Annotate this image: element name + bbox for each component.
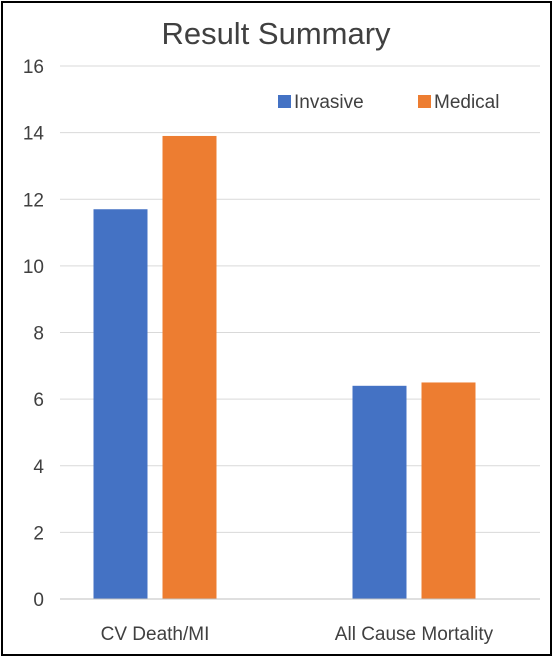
y-tick-label: 14 — [23, 124, 45, 145]
bar-medical-0 — [162, 135, 217, 600]
legend-label-medical: Medical — [434, 92, 499, 113]
x-category-label: CV Death/MI — [101, 624, 210, 645]
x-axis-categories: CV Death/MI All Cause Mortality — [101, 624, 494, 645]
y-tick-label: 12 — [23, 190, 44, 211]
legend-swatch-invasive — [278, 95, 291, 108]
y-axis-ticks: 0 2 4 6 8 10 12 14 16 — [23, 57, 45, 611]
y-tick-label: 6 — [33, 390, 44, 411]
chart-title: Result Summary — [161, 16, 391, 51]
bar-invasive-1 — [352, 385, 407, 599]
y-tick-label: 10 — [23, 257, 44, 278]
y-tick-label: 2 — [33, 523, 44, 544]
bar-medical-1 — [421, 382, 476, 599]
bar-invasive-0 — [93, 209, 148, 599]
y-tick-label: 4 — [33, 457, 44, 478]
legend-swatch-medical — [418, 95, 431, 108]
y-tick-label: 8 — [33, 324, 44, 345]
bars — [93, 135, 476, 600]
legend-label-invasive: Invasive — [294, 92, 364, 113]
y-tick-label: 0 — [33, 590, 44, 611]
x-category-label: All Cause Mortality — [335, 624, 494, 645]
legend: Invasive Medical — [278, 92, 499, 113]
y-tick-label: 16 — [23, 57, 44, 78]
